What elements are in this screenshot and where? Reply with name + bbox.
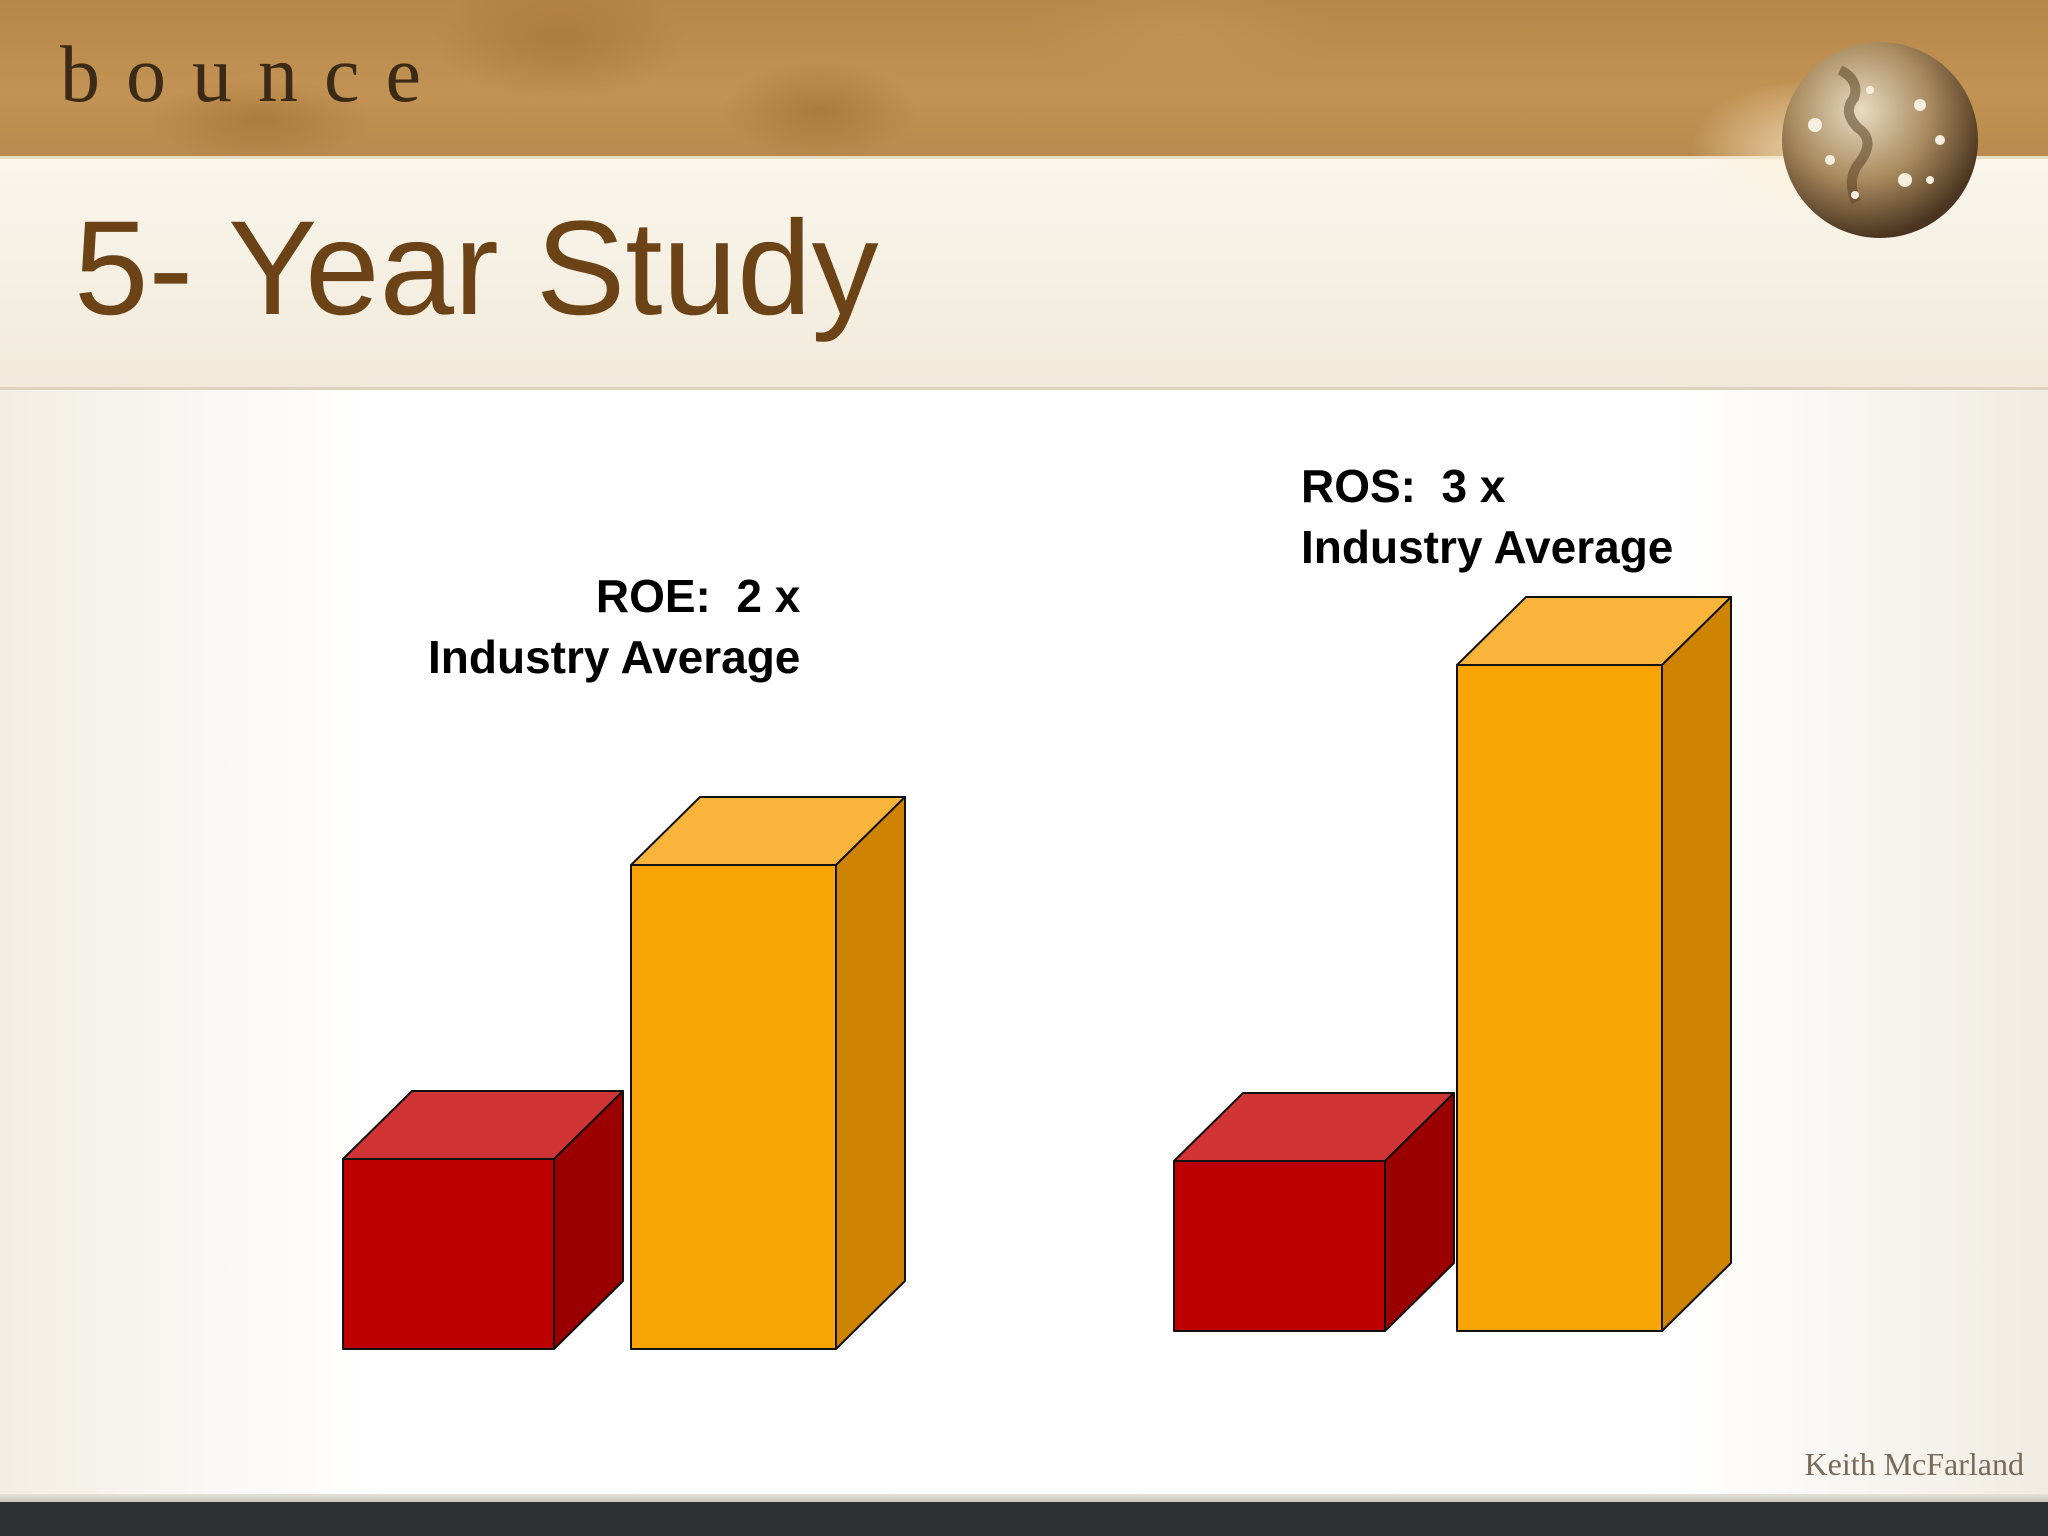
industry-bar-1 xyxy=(342,1158,555,1350)
ros-annotation-line1: ROS: 3 x xyxy=(1301,460,1506,512)
ros-annotation: ROS: 3 x Industry Average xyxy=(1301,456,1673,578)
header-band: bounce xyxy=(0,0,2048,159)
globe-icon xyxy=(1690,30,1990,260)
roe-annotation-line1: ROE: 2 x xyxy=(595,570,801,622)
bottom-bar xyxy=(0,1502,2048,1536)
ros-annotation-line2: Industry Average xyxy=(1301,521,1674,573)
roe-annotation-line2: Industry Average xyxy=(428,631,801,683)
page-title: 5- Year Study xyxy=(74,194,879,343)
bottom-edge xyxy=(0,1494,2048,1502)
author-name: Keith McFarland xyxy=(1804,1446,2025,1482)
roe-annotation: ROE: 2 x Industry Average xyxy=(428,566,800,688)
industry-bar-2 xyxy=(1173,1160,1386,1332)
company-bar-1 xyxy=(630,864,837,1350)
company-bar-2-side xyxy=(1661,596,1732,1332)
company-bar-2 xyxy=(1456,664,1663,1332)
company-bar-1-side xyxy=(835,796,906,1350)
brand-logo-text: bounce xyxy=(60,31,448,119)
title-band xyxy=(0,159,2048,390)
